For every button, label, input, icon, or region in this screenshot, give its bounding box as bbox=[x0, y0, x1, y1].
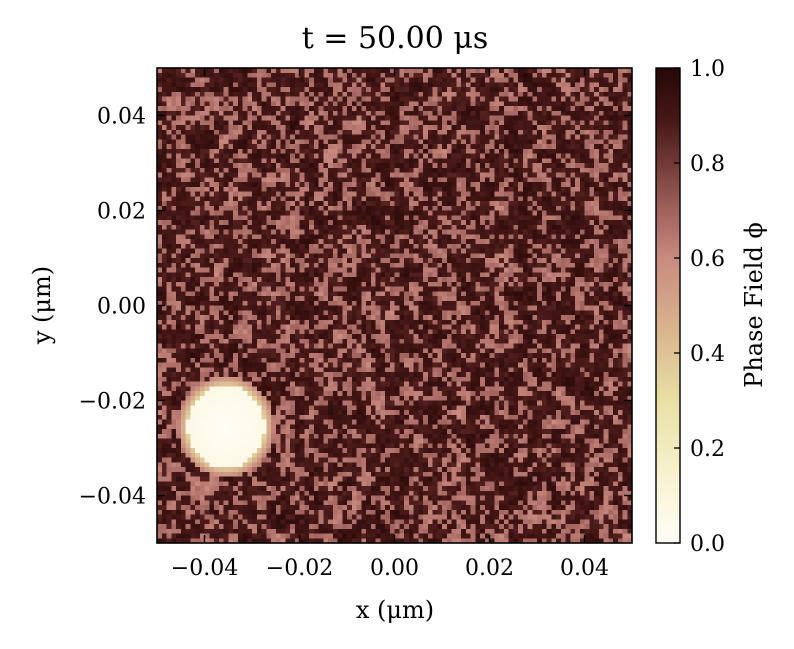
x-tick-label: 0.04 bbox=[560, 556, 609, 581]
colorbar-tick-label: 0.0 bbox=[690, 532, 725, 557]
x-tick-label: 0.02 bbox=[465, 556, 514, 581]
y-tick-label: 0.04 bbox=[97, 105, 146, 130]
y-tick-label: −0.02 bbox=[79, 390, 146, 415]
colorbar-tick-label: 0.8 bbox=[690, 152, 725, 177]
colorbar-label: Phase Field ϕ bbox=[740, 222, 768, 388]
x-tick-label: 0.00 bbox=[370, 556, 419, 581]
y-tick-label: 0.00 bbox=[97, 295, 146, 320]
phase-field-heatmap bbox=[157, 68, 632, 543]
colorbar-ticks: 0.0 0.2 0.4 0.6 0.8 1.0 bbox=[674, 57, 725, 557]
x-tick-label: −0.04 bbox=[171, 556, 238, 581]
y-axis-label: y (μm) bbox=[28, 266, 56, 345]
colorbar bbox=[656, 68, 680, 543]
x-tick-label: −0.02 bbox=[266, 556, 333, 581]
colorbar-tick-label: 0.6 bbox=[690, 247, 725, 272]
y-tick-label: −0.04 bbox=[79, 485, 146, 510]
colorbar-frame bbox=[655, 67, 681, 544]
x-axis-ticks: −0.04 −0.02 0.00 0.02 0.04 bbox=[171, 68, 609, 581]
y-tick-label: 0.02 bbox=[97, 200, 146, 225]
colorbar-tick-label: 1.0 bbox=[690, 57, 725, 82]
colorbar-tick-label: 0.2 bbox=[690, 437, 725, 462]
colorbar-tick-label: 0.4 bbox=[690, 342, 725, 367]
x-axis-label: x (μm) bbox=[356, 596, 434, 624]
chart-title: t = 50.00 μs bbox=[302, 21, 489, 56]
y-axis-ticks: −0.04 −0.02 0.00 0.02 0.04 bbox=[79, 105, 632, 510]
heatmap-area bbox=[157, 68, 632, 543]
